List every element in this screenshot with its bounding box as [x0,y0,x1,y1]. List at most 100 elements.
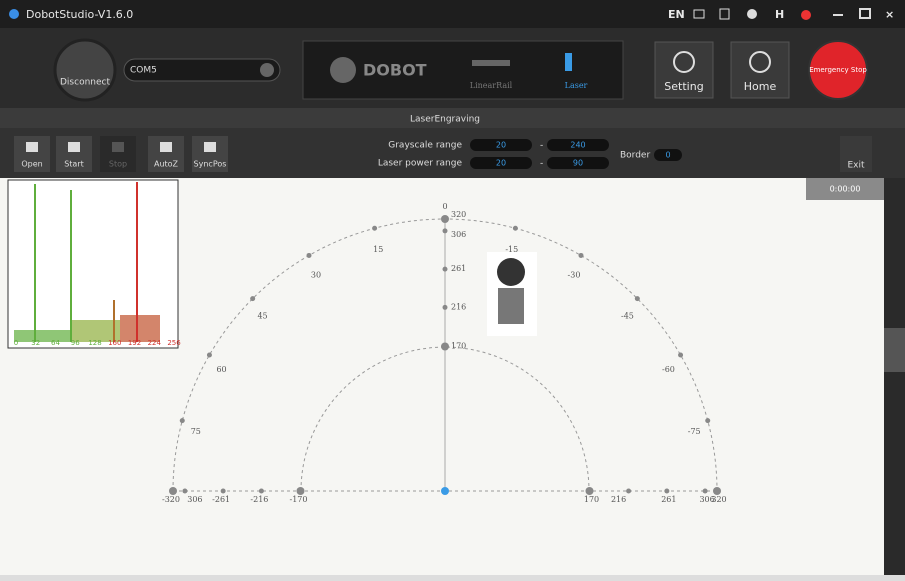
axis-point [626,489,631,494]
radial-label: 306 [451,230,466,239]
arc-point [579,253,584,258]
status-bar [0,575,905,581]
axis-point [297,487,305,495]
origin [441,487,449,495]
tool-label: Stop [109,160,127,169]
close[interactable]: × [885,8,894,21]
arc-point [705,418,710,423]
power-min: 20 [496,159,506,168]
histogram-tick-label: 128 [88,339,101,347]
arc-point [250,296,255,301]
laser-icon[interactable] [565,53,572,71]
engraving-image-body [498,288,524,324]
record-icon[interactable] [801,10,811,20]
angle-label: -60 [662,365,675,374]
x-label: 261 [661,495,676,504]
app-icon [9,9,19,19]
tool-icon [68,142,80,152]
port-dropdown[interactable] [260,63,274,77]
angle-label: 15 [373,245,383,254]
help-icon[interactable] [747,9,757,19]
angle-label: 0 [442,202,447,211]
histogram-tick-label: 32 [31,339,40,347]
radial-point [441,215,449,223]
tool-label: AutoZ [154,160,179,169]
arc-point [678,353,683,358]
tool-label: LinearRail [470,81,513,90]
side-toggle[interactable] [884,328,905,372]
arc-point [180,418,185,423]
port-label: COM5 [130,66,157,76]
angle-label: 60 [216,365,226,374]
histogram-tick-label: 0 [14,339,18,347]
timer: 0:00:00 [830,185,861,194]
axis-point [169,487,177,495]
disconnect-button[interactable] [55,40,115,100]
tool-icon [112,142,124,152]
radial-point [443,267,448,272]
arc-point [207,353,212,358]
linearrail-icon[interactable] [472,60,510,66]
x-label: -170 [290,495,308,504]
x-label: 170 [584,495,599,504]
axis-point [586,487,594,495]
panel-title: LaserEngraving [410,115,480,125]
x-label: -261 [212,495,230,504]
window-title: DobotStudio-V1.6.0 [26,8,133,21]
radial-point [443,305,448,310]
tool-icon [160,142,172,152]
side-strip [884,178,905,581]
x-label: -216 [250,495,268,504]
histogram-tick-label: 96 [71,339,80,347]
axis-point [664,489,669,494]
histogram-tick-label: 256 [167,339,181,347]
grayscale-max: 240 [570,141,585,150]
angle-label: 45 [257,312,267,321]
angle-label: -30 [568,271,581,280]
axis-point [713,487,721,495]
tool-icon [204,142,216,152]
disconnect-label: Disconnect [60,78,110,88]
power-label: Laser power range [378,159,463,169]
minimize[interactable] [833,14,843,16]
arc-point [635,296,640,301]
logo-icon [330,57,356,83]
grayscale-label: Grayscale range [388,141,462,151]
exit-label: Exit [847,161,865,171]
logo: DOBOT [363,61,427,80]
power-max: 90 [573,159,583,168]
arc-point [307,253,312,258]
axis-point [221,489,226,494]
home-label: Home [744,80,777,93]
hotkey-button[interactable]: H [775,8,784,21]
histogram-tick-label: 64 [51,339,60,347]
angle-label: 30 [311,271,321,280]
setting-label: Setting [664,80,703,93]
tool-label: Open [21,160,42,169]
grayscale-min: 20 [496,141,506,150]
language-button[interactable]: EN [668,8,685,21]
radial-label: 320 [451,210,466,219]
arc-point [372,226,377,231]
separator: - [540,141,543,151]
radial-label: 216 [451,302,466,311]
tool-label: Laser [565,81,588,90]
x-label: -320 [162,495,180,504]
page: DobotStudio-V1.6.0 EN H × Disconnect COM… [0,0,905,581]
histogram-tick-label: 224 [148,339,162,347]
border-label: Border [620,151,650,161]
separator: - [540,159,543,169]
radial-label: 170 [451,342,466,351]
tool-label: SyncPos [194,160,227,169]
axis-point [182,489,187,494]
radial-point [443,228,448,233]
emergency-label: Emergency Stop [809,66,867,74]
title-bar [0,0,905,28]
tool-label: Start [64,160,84,169]
border-value: 0 [665,151,670,160]
radial-label: 261 [451,264,466,273]
arc-point [513,226,518,231]
axis-point [703,489,708,494]
app-window: DobotStudio-V1.6.0 EN H × Disconnect COM… [0,0,905,581]
histogram-tick-label: 160 [108,339,121,347]
